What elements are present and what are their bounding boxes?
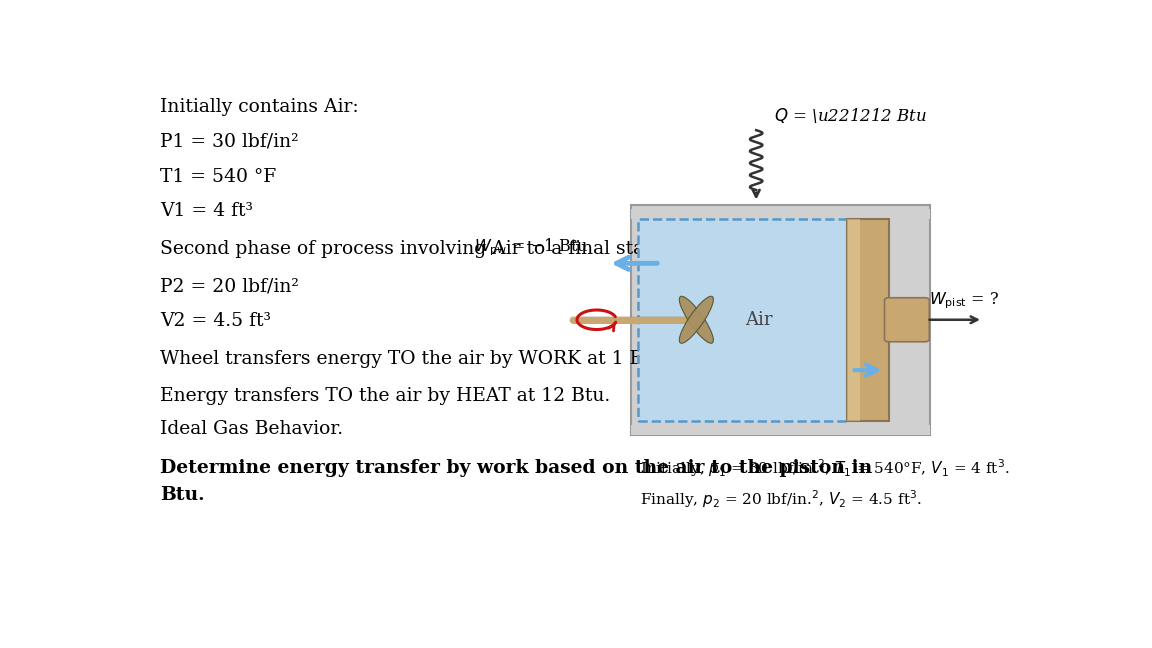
Text: Initially, $p_1$ = 30 lbf/in.$^2$, $T_1$ = 540°F, $V_1$ = 4 ft$^3$.: Initially, $p_1$ = 30 lbf/in.$^2$, $T_1$… <box>639 457 1009 479</box>
Text: Energy transfers TO the air by HEAT at 12 Btu.: Energy transfers TO the air by HEAT at 1… <box>160 387 611 405</box>
Ellipse shape <box>680 296 713 343</box>
Text: Second phase of process involving Air to a final state:: Second phase of process involving Air to… <box>160 240 669 258</box>
Text: $Q$ = \u221212 Btu: $Q$ = \u221212 Btu <box>774 106 927 125</box>
Text: Ideal Gas Behavior.: Ideal Gas Behavior. <box>160 419 343 437</box>
Text: V1 = 4 ft³: V1 = 4 ft³ <box>160 202 253 220</box>
Text: Determine energy transfer by work based on the air to the piston in
Btu.: Determine energy transfer by work based … <box>160 459 872 504</box>
Ellipse shape <box>680 296 713 343</box>
Text: $W_{\rm pw}$ = −1 Btu: $W_{\rm pw}$ = −1 Btu <box>475 237 589 259</box>
Text: Wheel transfers energy TO the air by WORK at 1 Btu.: Wheel transfers energy TO the air by WOR… <box>160 350 668 367</box>
Bar <box>630 209 930 219</box>
Text: V2 = 4.5 ft³: V2 = 4.5 ft³ <box>160 312 271 330</box>
Bar <box>630 205 930 435</box>
Bar <box>630 424 930 435</box>
Text: Initially contains Air:: Initially contains Air: <box>160 98 358 116</box>
Text: P1 = 30 lbf/in²: P1 = 30 lbf/in² <box>160 133 298 150</box>
Text: T1 = 540 °F: T1 = 540 °F <box>160 168 276 185</box>
Bar <box>638 219 847 421</box>
Text: P2 = 20 lbf/in²: P2 = 20 lbf/in² <box>160 277 298 295</box>
FancyBboxPatch shape <box>885 297 930 341</box>
Text: $W_{\rm pist}$ = ?: $W_{\rm pist}$ = ? <box>930 290 1000 310</box>
Bar <box>847 219 859 421</box>
Text: Air: Air <box>745 311 773 329</box>
Bar <box>847 219 889 421</box>
Text: Finally, $p_2$ = 20 lbf/in.$^2$, $V_2$ = 4.5 ft$^3$.: Finally, $p_2$ = 20 lbf/in.$^2$, $V_2$ =… <box>639 488 922 509</box>
